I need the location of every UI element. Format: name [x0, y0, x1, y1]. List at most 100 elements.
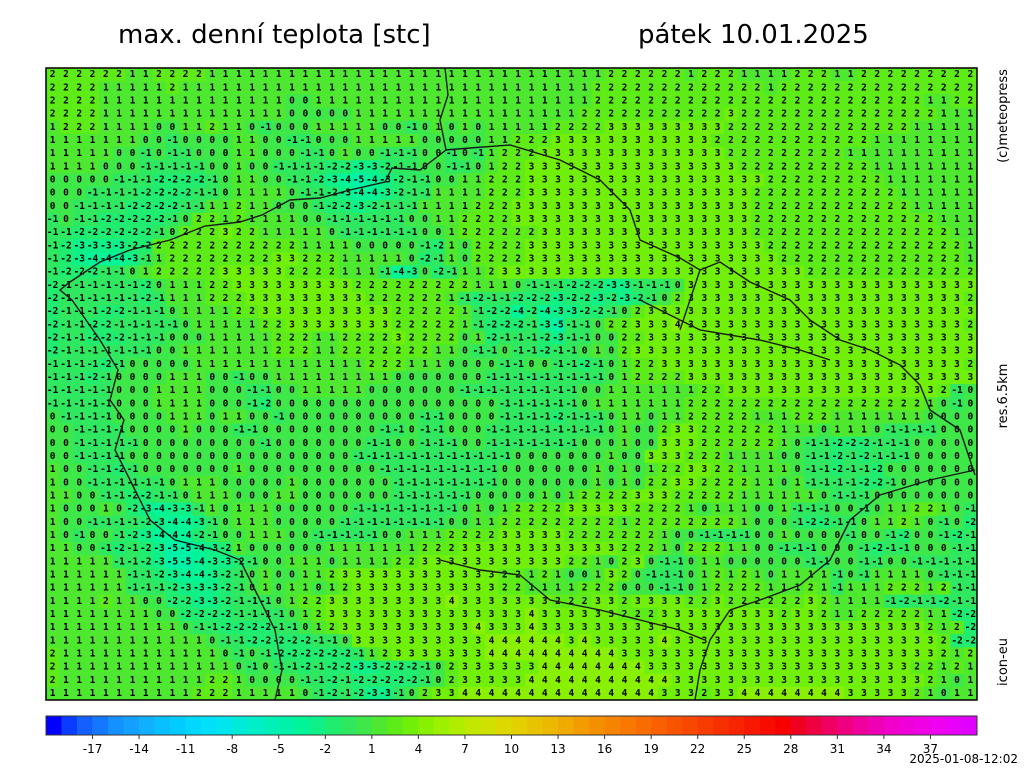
grid-value: 3	[715, 148, 721, 159]
grid-value: 3	[329, 280, 335, 291]
grid-value: 0	[143, 135, 149, 146]
grid-value: 3	[728, 306, 734, 317]
grid-value: 2	[289, 332, 295, 343]
grid-value: 3	[795, 293, 801, 304]
grid-value: 1	[462, 109, 468, 120]
grid-cell	[205, 120, 220, 135]
grid-value: 1	[263, 359, 269, 370]
grid-value: 0	[50, 174, 56, 185]
grid-value: 1	[329, 95, 335, 106]
grid-value: 0	[143, 372, 149, 383]
grid-value: -1	[406, 174, 418, 185]
grid-value: 3	[608, 253, 614, 264]
grid-value: 3	[755, 267, 761, 278]
grid-value: 3	[861, 359, 867, 370]
grid-value: -2	[180, 188, 191, 199]
grid-cell	[830, 94, 845, 108]
grid-value: 1	[276, 95, 282, 106]
grid-cell	[684, 107, 698, 121]
grid-value: -2	[60, 253, 71, 264]
grid-value: 2	[781, 227, 787, 238]
grid-value: 2	[529, 148, 535, 159]
grid-value: 3	[834, 359, 840, 370]
grid-value: 2	[768, 95, 774, 106]
grid-value: -3	[353, 201, 365, 212]
grid-cell	[338, 120, 353, 135]
grid-value: 2	[795, 161, 801, 172]
grid-value: -5	[353, 174, 365, 185]
grid-value: 3	[648, 122, 654, 133]
grid-cell	[99, 81, 113, 95]
grid-value: 3	[848, 346, 854, 357]
grid-value: 2	[236, 201, 242, 212]
grid-value: 2	[196, 240, 202, 251]
grid-value: -1	[313, 148, 325, 159]
grid-value: 1	[289, 372, 295, 383]
grid-value: 3	[675, 135, 681, 146]
grid-value: 2	[50, 82, 56, 93]
grid-value: 3	[662, 135, 668, 146]
grid-value: 1	[369, 372, 375, 383]
grid-value: 2	[781, 240, 787, 251]
grid-value: 0	[302, 95, 308, 106]
grid-cell	[604, 94, 619, 108]
grid-value: -1	[473, 148, 485, 159]
grid-value: 1	[169, 95, 175, 106]
grid-cell	[46, 81, 60, 95]
grid-value: 1	[156, 109, 162, 120]
grid-cell	[897, 68, 911, 82]
grid-value: -2	[60, 240, 71, 251]
grid-value: 3	[914, 332, 920, 343]
grid-value: 3	[622, 240, 628, 251]
grid-value: 3	[701, 346, 707, 357]
grid-value: 2	[928, 109, 934, 120]
grid-value: -1	[140, 148, 152, 159]
grid-value: 3	[568, 201, 574, 212]
grid-cell	[484, 81, 499, 95]
grid-value: 2	[861, 109, 867, 120]
grid-cell	[85, 94, 100, 108]
grid-value: 3	[728, 346, 734, 357]
grid-cell	[378, 107, 393, 121]
grid-value: 3	[741, 201, 747, 212]
grid-value: 3	[914, 293, 920, 304]
grid-value: 1	[475, 188, 481, 199]
grid-value: 2	[768, 214, 774, 225]
grid-value: 1	[941, 161, 947, 172]
grid-value: -1	[153, 161, 165, 172]
grid-value: -3	[87, 240, 99, 251]
grid-value: 3	[967, 332, 973, 343]
grid-cell	[112, 107, 127, 121]
grid-cell	[950, 107, 964, 121]
grid-cell	[205, 107, 220, 121]
grid-value: -1	[113, 201, 125, 212]
grid-cell	[285, 81, 299, 95]
grid-value: 2	[90, 122, 96, 133]
grid-value: 3	[369, 319, 375, 330]
grid-value: 0	[342, 109, 348, 120]
grid-value: 2	[834, 267, 840, 278]
grid-value: 2	[808, 82, 814, 93]
grid-value: 3	[914, 306, 920, 317]
grid-value: 2	[316, 253, 322, 264]
grid-value: 3	[622, 174, 628, 185]
grid-value: 2	[928, 240, 934, 251]
grid-value: 0	[209, 135, 215, 146]
grid-value: 0	[63, 201, 69, 212]
grid-value: 0	[449, 135, 455, 146]
grid-value: 2	[76, 122, 82, 133]
grid-value: 3	[568, 188, 574, 199]
grid-value: 2	[63, 122, 69, 133]
grid-value: 2	[422, 319, 428, 330]
grid-value: -2	[140, 188, 151, 199]
grid-value: 0	[50, 188, 56, 199]
grid-value: 1	[369, 109, 375, 120]
grid-value: 1	[622, 359, 628, 370]
grid-value: 1	[223, 109, 229, 120]
grid-value: 1	[130, 109, 136, 120]
grid-value: 2	[249, 227, 255, 238]
grid-value: 1	[143, 267, 149, 278]
grid-value: 1	[967, 227, 973, 238]
grid-cell	[644, 81, 659, 95]
grid-value: 3	[542, 267, 548, 278]
